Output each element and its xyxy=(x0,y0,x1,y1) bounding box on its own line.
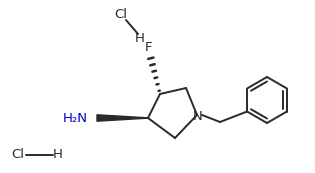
Text: H: H xyxy=(135,31,145,44)
Text: H₂N: H₂N xyxy=(63,112,88,125)
Text: Cl: Cl xyxy=(12,148,25,162)
Text: Cl: Cl xyxy=(114,7,128,20)
Text: H: H xyxy=(53,148,63,162)
Polygon shape xyxy=(97,115,148,121)
Text: F: F xyxy=(145,41,153,54)
Text: N: N xyxy=(193,110,203,122)
